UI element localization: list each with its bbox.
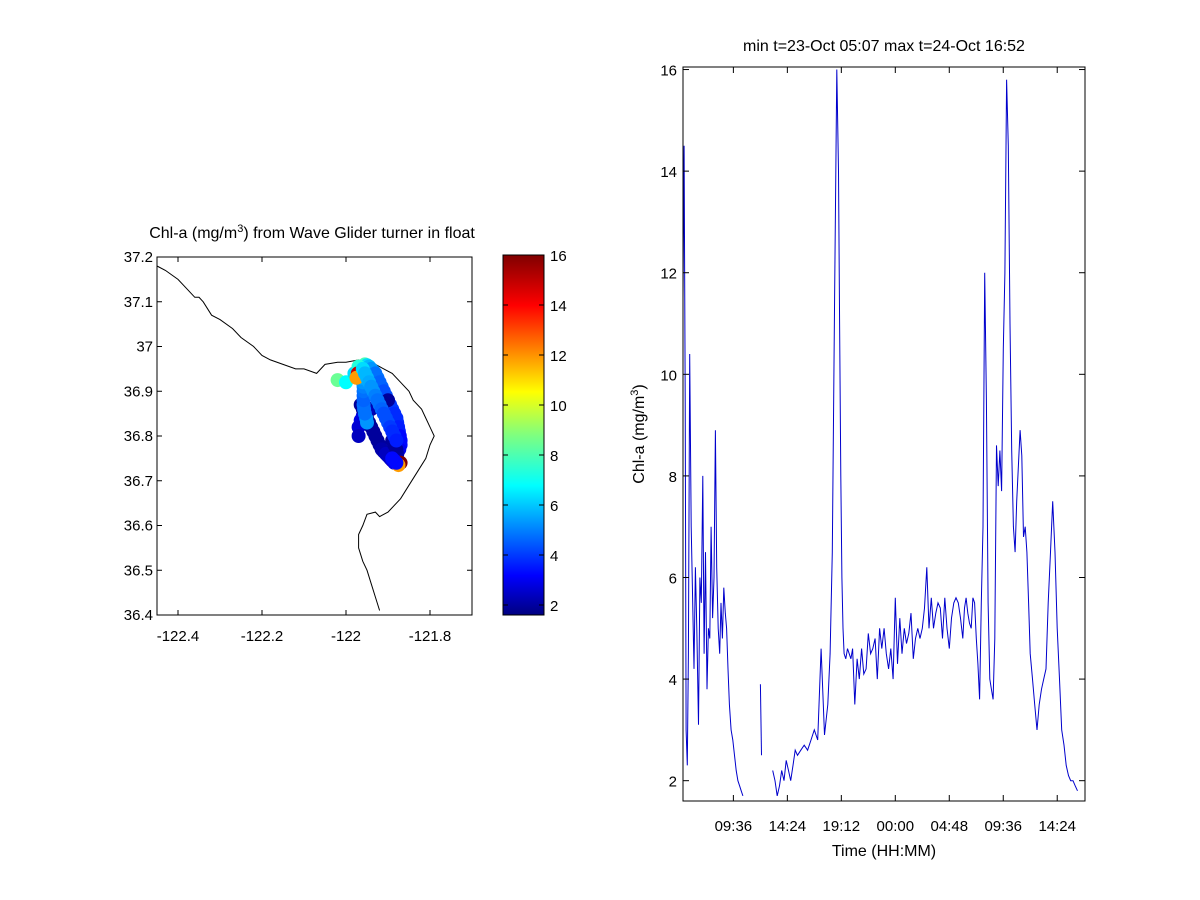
map-y-tick-label: 36.5 [124,562,153,579]
ts-x-tick-label: 14:24 [769,818,807,835]
timeseries-lines [683,69,1078,797]
ts-y-tick-label: 14 [660,164,677,181]
colorbar-tick-label: 2 [550,598,558,615]
map-x-tick-label: -121.8 [409,628,452,645]
map-y-axis: 36.4 36.5 36.6 36.7 36.8 36.9 37 37.1 37.2 [124,249,472,624]
timeseries-x-axis: 09:36 14:24 19:12 00:00 04:48 09:36 14:24 [715,67,1076,835]
map-x-tick-label: -122.4 [157,628,200,645]
colorbar-ticks: 2 4 6 8 10 12 14 16 [503,248,567,615]
map-y-tick-label: 36.8 [124,428,153,445]
map-y-tick-label: 37 [136,339,153,356]
series-line-segment [772,69,1078,797]
map-y-tick-label: 36.4 [124,607,153,624]
map-plot-area [157,257,472,615]
colorbar-tick-label: 16 [550,248,567,265]
map-point [385,451,400,466]
timeseries-axes-box [682,66,1086,802]
map-y-tick-label: 37.1 [124,294,153,311]
colorbar-tick-label: 8 [550,448,558,465]
ts-x-tick-label: 19:12 [823,818,861,835]
map-y-tick-label: 36.9 [124,383,153,400]
timeseries-x-label: Time (HH:MM) [832,843,936,860]
ts-y-tick-label: 16 [660,63,677,80]
map-y-tick-label: 36.7 [124,473,153,490]
timeseries-plot-area [683,67,1085,801]
ts-y-tick-label: 6 [669,570,677,587]
colorbar-frame [502,254,545,616]
map-x-tick-label: -122.2 [241,628,284,645]
map-point [389,433,404,448]
map-y-tick-label: 36.6 [124,518,153,535]
ts-y-tick-label: 10 [660,367,677,384]
series-line-segment [759,684,762,756]
colorbar-gradient [503,255,544,615]
timeseries-y-label: Chl-a (mg/m3) [629,384,648,483]
colorbar-tick-label: 14 [550,298,567,315]
colorbar-tick-label: 4 [550,548,558,565]
ts-y-tick-label: 8 [669,469,677,486]
map-point [339,375,353,390]
map-x-tick-label: -122 [331,628,361,645]
map-title: Chl-a (mg/m3) from Wave Glider turner in… [149,223,475,242]
ts-x-tick-label: 14:24 [1038,818,1076,835]
colorbar: 2 4 6 8 10 12 14 16 [502,248,567,616]
map-points [330,357,408,473]
ts-y-tick-label: 12 [660,266,677,283]
timeseries-y-axis: 2 4 6 8 10 12 14 16 [660,63,1085,791]
colorbar-tick-label: 6 [550,498,558,515]
ts-x-tick-label: 09:36 [984,818,1022,835]
ts-x-tick-label: 00:00 [877,818,915,835]
series-line-segment [683,145,744,797]
colorbar-tick-label: 10 [550,398,567,415]
colorbar-tick-label: 12 [550,348,567,365]
ts-y-tick-label: 4 [669,672,677,689]
map-point [351,429,366,443]
coastline [157,265,435,611]
ts-y-tick-label: 2 [669,774,677,791]
map-panel: Chl-a (mg/m3) from Wave Glider turner in… [124,223,476,645]
map-y-tick-label: 37.2 [124,249,153,266]
map-x-axis: -122.4 -122.2 -122 -121.8 [157,257,452,645]
timeseries-panel: min t=23-Oct 05:07 max t=24-Oct 16:52 09… [629,38,1086,860]
ts-x-tick-label: 04:48 [931,818,969,835]
timeseries-title: min t=23-Oct 05:07 max t=24-Oct 16:52 [743,38,1025,55]
ts-x-tick-label: 09:36 [715,818,753,835]
